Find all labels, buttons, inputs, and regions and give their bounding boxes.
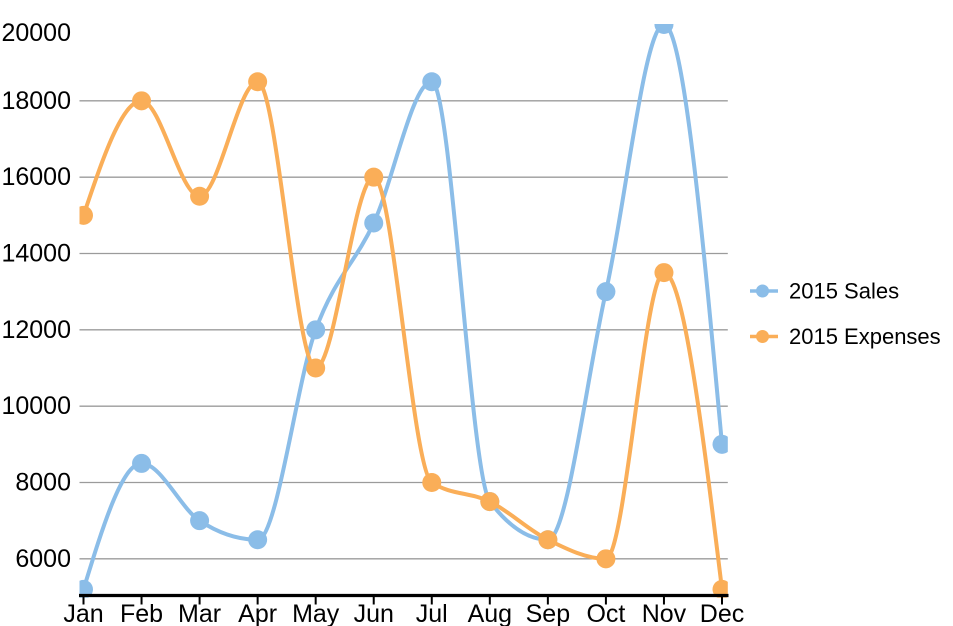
point-2015-sales-dec[interactable] bbox=[712, 434, 732, 454]
point-2015-expenses-nov[interactable] bbox=[654, 263, 674, 283]
series-layer bbox=[74, 15, 732, 599]
y-axis-label-12000: 12000 bbox=[1, 316, 71, 344]
x-axis-label-dec: Dec bbox=[700, 600, 744, 626]
point-2015-expenses-oct[interactable] bbox=[596, 549, 616, 569]
point-2015-sales-jul[interactable] bbox=[422, 72, 442, 92]
y-axis-label-16000: 16000 bbox=[1, 163, 71, 191]
sales-legend-marker-icon bbox=[756, 284, 769, 298]
point-2015-expenses-sep[interactable] bbox=[538, 530, 558, 550]
gridlines bbox=[79, 100, 728, 560]
point-2015-expenses-may[interactable] bbox=[306, 358, 326, 378]
x-axis-label-mar: Mar bbox=[178, 600, 221, 626]
y-axis-label-18000: 18000 bbox=[1, 87, 71, 115]
point-2015-expenses-jan[interactable] bbox=[74, 205, 93, 225]
x-axis-label-jan: Jan bbox=[63, 600, 103, 626]
point-2015-expenses-apr[interactable] bbox=[248, 72, 268, 92]
x-axis-label-jul: Jul bbox=[416, 600, 448, 626]
legend-item-2015-expenses[interactable]: 2015 Expenses bbox=[750, 324, 941, 349]
y-axis-labels: 6000 8000 10000 12000 14000 16000 18000 20000 bbox=[1, 19, 71, 573]
x-axis-label-jun: Jun bbox=[354, 600, 394, 626]
point-2015-expenses-mar[interactable] bbox=[190, 186, 210, 206]
x-axis bbox=[79, 593, 729, 605]
series-line-2015-expenses bbox=[81, 79, 724, 590]
y-axis-label-14000: 14000 bbox=[1, 240, 71, 268]
legend-label-2015-expenses: 2015 Expenses bbox=[789, 324, 941, 349]
y-axis-label-10000: 10000 bbox=[1, 392, 71, 420]
x-axis-label-may: May bbox=[292, 600, 340, 626]
point-2015-sales-nov[interactable] bbox=[654, 15, 674, 34]
y-axis-label-20000: 20000 bbox=[1, 19, 71, 47]
x-axis-label-oct: Oct bbox=[586, 600, 625, 626]
point-2015-sales-jun[interactable] bbox=[364, 213, 384, 233]
point-2015-expenses-jul[interactable] bbox=[422, 473, 442, 492]
point-2015-expenses-dec[interactable] bbox=[712, 579, 732, 599]
point-2015-sales-feb[interactable] bbox=[132, 453, 152, 473]
x-axis-label-feb: Feb bbox=[120, 600, 163, 626]
x-axis-label-apr: Apr bbox=[238, 600, 277, 626]
point-2015-sales-jan[interactable] bbox=[74, 579, 93, 599]
point-2015-sales-mar[interactable] bbox=[190, 511, 210, 531]
legend-label-2015-sales: 2015 Sales bbox=[789, 279, 899, 304]
point-2015-expenses-feb[interactable] bbox=[132, 91, 152, 111]
x-axis-label-sep: Sep bbox=[526, 600, 570, 626]
point-2015-sales-apr[interactable] bbox=[248, 530, 268, 550]
point-2015-sales-may[interactable] bbox=[306, 320, 326, 340]
legend-item-2015-sales[interactable]: 2015 Sales bbox=[750, 279, 899, 304]
legend: 2015 Sales 2015 Expenses bbox=[750, 279, 941, 349]
expenses-legend-marker-icon bbox=[756, 330, 769, 343]
x-axis-label-aug: Aug bbox=[468, 600, 512, 626]
point-2015-expenses-aug[interactable] bbox=[480, 492, 500, 512]
y-axis-label-8000: 8000 bbox=[15, 469, 71, 497]
point-2015-expenses-jun[interactable] bbox=[364, 167, 384, 187]
series-line-2015-sales bbox=[81, 24, 724, 590]
x-axis-label-nov: Nov bbox=[642, 600, 687, 626]
point-2015-sales-oct[interactable] bbox=[596, 282, 616, 302]
x-axis-labels: Jan Feb Mar Apr May Jun Jul Aug Sep Oct Nov Dec bbox=[63, 600, 744, 626]
y-axis-label-6000: 6000 bbox=[15, 545, 71, 573]
